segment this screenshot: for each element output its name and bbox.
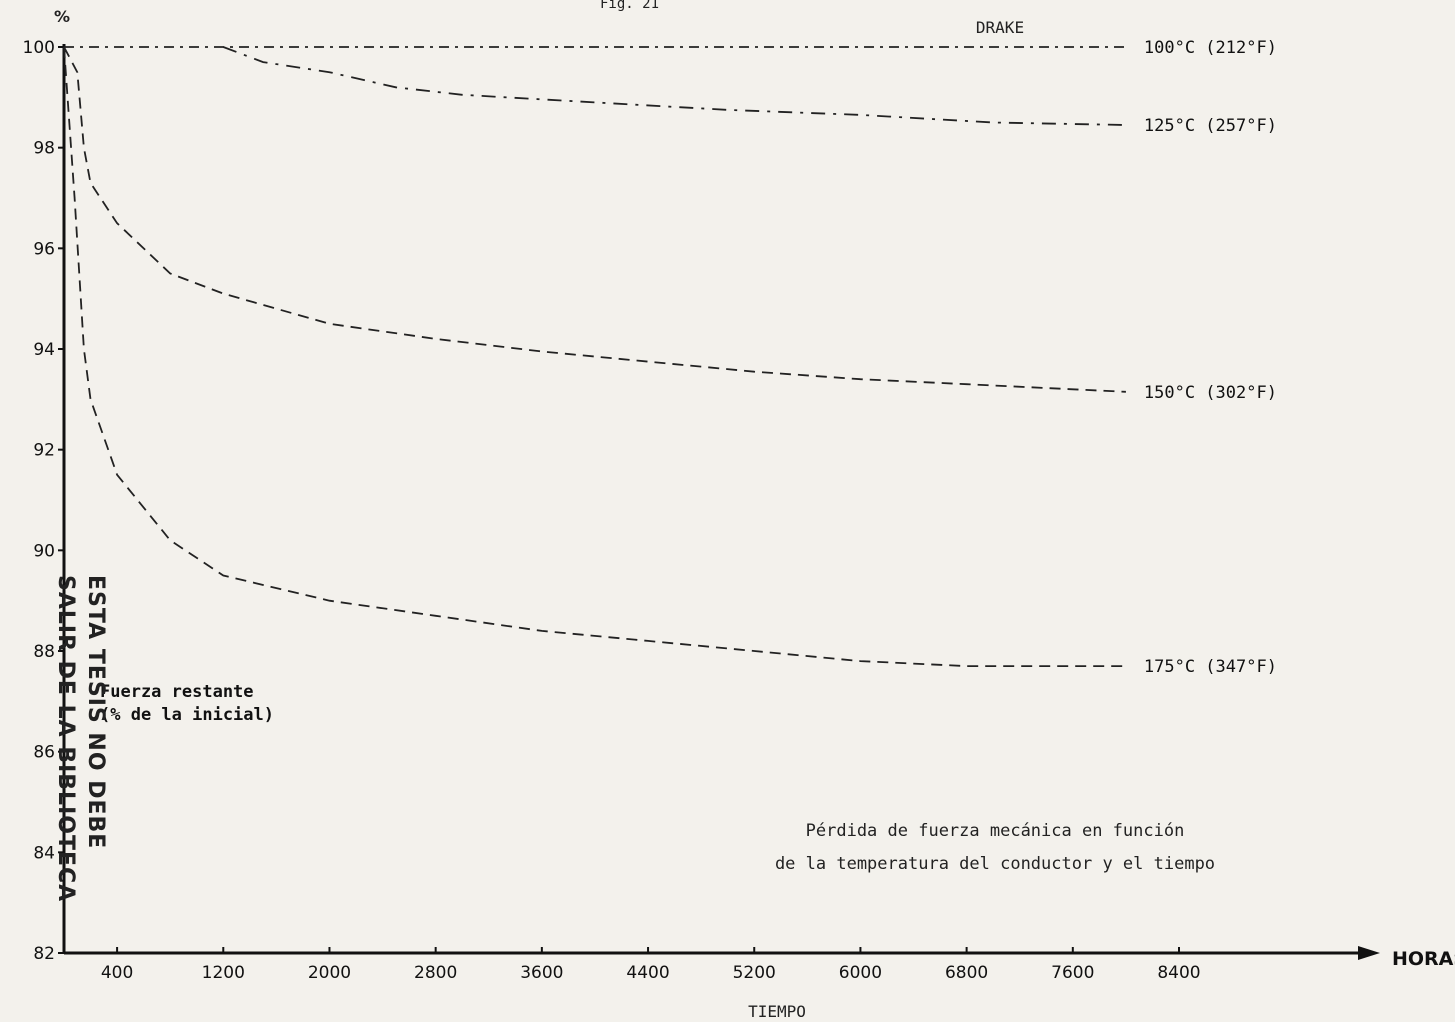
y-tick-label: 100	[23, 38, 55, 58]
y-tick-label: 84	[33, 843, 55, 863]
caption-line2: de la temperatura del conductor y el tie…	[775, 854, 1215, 874]
x-tick-label: 2000	[308, 963, 351, 983]
series-line-2	[222, 46, 1126, 126]
y-tick-label: 86	[33, 743, 55, 763]
series-line-4	[63, 46, 1126, 667]
chart-title: DRAKE	[976, 18, 1024, 37]
y-tick-label: 94	[33, 340, 55, 360]
x-tick-label: 5200	[733, 963, 776, 983]
series-labels: 100°C (212°F) 125°C (257°F) 150°C (302°F) 1…	[1144, 38, 1277, 677]
caption-line1: Pérdida de fuerza mecánica en función	[806, 821, 1185, 841]
y-ticks: 82 84 86 88 90 92 94 96 98 100	[23, 38, 64, 964]
y-tick-label: 92	[33, 441, 55, 461]
figure-label: Fig. 21	[600, 0, 659, 12]
series-label-4: 175°C (347°F)	[1144, 657, 1277, 677]
series-line-3	[63, 46, 1126, 393]
x-tick-label: 4400	[626, 963, 669, 983]
library-stamp: ESTA TESIS NO DEBE SALIR DE LA BIBLIOTEC…	[30, 575, 130, 902]
x-tick-label: 1200	[202, 963, 245, 983]
x-tick-label: 3600	[520, 963, 563, 983]
stamp-line-1: ESTA TESIS NO DEBE	[83, 575, 108, 850]
x-tick-label: 6800	[945, 963, 988, 983]
series-group	[63, 46, 1126, 667]
y-tick-label: 96	[33, 239, 55, 259]
x-axis-arrow-icon	[1358, 946, 1380, 960]
series-label-1: 100°C (212°F)	[1144, 38, 1277, 58]
y-tick-label: 82	[33, 944, 55, 964]
y-tick-label: 88	[33, 642, 55, 662]
x-axis-title: TIEMPO	[748, 1002, 806, 1021]
x-unit-label: HORAS	[1392, 948, 1455, 970]
x-tick-label: 8400	[1157, 963, 1200, 983]
x-tick-label: 400	[101, 963, 133, 983]
series-label-2: 125°C (257°F)	[1144, 116, 1277, 136]
x-tick-label: 6000	[839, 963, 882, 983]
y-tick-label: 98	[33, 139, 55, 159]
y-tick-label: 90	[33, 541, 55, 561]
y-unit-label: %	[54, 7, 70, 26]
axes	[62, 44, 1380, 960]
x-ticks: 400 1200 2000 2800 3600 4400 5200 6000 6800 7600 8…	[101, 947, 1201, 983]
x-tick-label: 7600	[1051, 963, 1094, 983]
series-label-3: 150°C (302°F)	[1144, 383, 1277, 403]
stamp-line-2: SALIR DE LA BIBLIOTECA	[53, 575, 78, 903]
y-axis-title-line1: Fuerza restante	[100, 682, 254, 702]
x-tick-label: 2800	[414, 963, 457, 983]
y-axis-title-line2: (% de la inicial)	[100, 705, 274, 725]
